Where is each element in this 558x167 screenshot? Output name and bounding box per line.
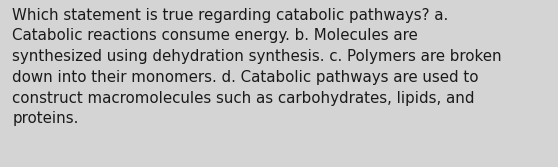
Text: Which statement is true regarding catabolic pathways? a.
Catabolic reactions con: Which statement is true regarding catabo… — [12, 8, 502, 126]
